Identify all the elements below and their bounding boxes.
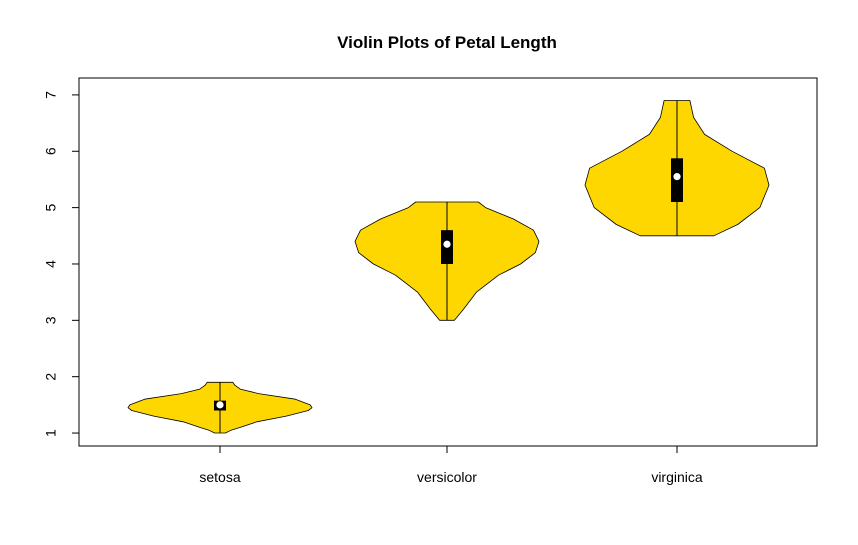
y-tick-label-4: 4 <box>43 260 59 268</box>
y-tick-label-5: 5 <box>43 204 59 212</box>
x-label-versicolor: versicolor <box>417 469 477 485</box>
x-label-setosa: setosa <box>199 469 240 485</box>
y-tick-label-1: 1 <box>43 429 59 437</box>
y-tick-label-7: 7 <box>43 91 59 99</box>
violins-group <box>127 100 770 434</box>
y-tick-label-2: 2 <box>43 373 59 381</box>
median-virginica <box>673 173 681 181</box>
y-tick-label-6: 6 <box>43 147 59 155</box>
x-label-virginica: virginica <box>651 469 703 485</box>
median-setosa <box>216 401 224 409</box>
y-tick-label-3: 3 <box>43 316 59 324</box>
chart-title: Violin Plots of Petal Length <box>337 33 557 52</box>
median-versicolor <box>443 240 451 248</box>
y-axis: 1 2 3 4 5 6 7 <box>43 91 80 437</box>
x-axis-labels: setosa versicolor virginica <box>199 446 703 485</box>
